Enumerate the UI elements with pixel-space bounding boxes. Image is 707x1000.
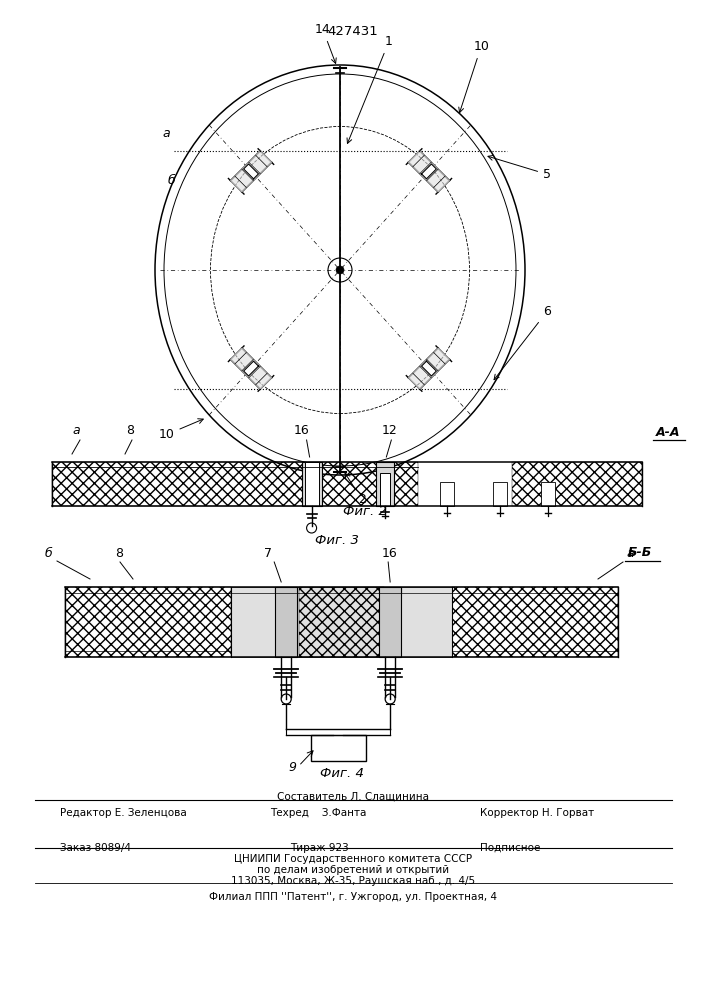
Bar — [376, 462, 395, 506]
Circle shape — [307, 523, 317, 533]
Text: Составитель Л. Слащинина: Составитель Л. Слащинина — [277, 792, 429, 802]
Text: 2: 2 — [345, 473, 366, 506]
Text: 14: 14 — [315, 23, 337, 63]
Bar — [305, 462, 319, 506]
Polygon shape — [409, 151, 450, 192]
Bar — [380, 473, 390, 506]
Circle shape — [336, 266, 344, 274]
Text: б: б — [45, 547, 53, 560]
Text: 16: 16 — [382, 547, 398, 560]
Bar — [275, 587, 297, 593]
Bar — [493, 482, 508, 506]
Polygon shape — [421, 164, 436, 179]
Text: Б-Б: Б-Б — [628, 546, 653, 558]
Bar — [512, 462, 642, 506]
Bar — [379, 587, 401, 593]
Polygon shape — [244, 164, 259, 179]
Bar — [52, 462, 418, 506]
Text: 8: 8 — [126, 424, 134, 437]
Text: а: а — [626, 547, 633, 560]
Polygon shape — [421, 361, 436, 376]
Bar — [440, 482, 455, 506]
Circle shape — [385, 694, 395, 704]
Bar — [65, 587, 231, 657]
Polygon shape — [230, 151, 271, 192]
Bar — [231, 587, 452, 657]
Text: по делам изобретений и открытий: по делам изобретений и открытий — [257, 865, 449, 875]
Text: Редактор Е. Зеленцова: Редактор Е. Зеленцова — [60, 808, 187, 818]
Polygon shape — [409, 348, 450, 389]
Polygon shape — [244, 361, 259, 376]
Text: 16: 16 — [293, 424, 310, 437]
Text: а: а — [163, 127, 170, 140]
Text: 427431: 427431 — [327, 25, 378, 38]
Text: А-А: А-А — [656, 426, 681, 438]
Text: б: б — [168, 174, 176, 187]
Bar — [541, 482, 554, 506]
Text: 6: 6 — [494, 305, 551, 380]
Bar — [310, 735, 366, 761]
Bar — [379, 587, 401, 657]
Text: Фиг. 3: Фиг. 3 — [315, 534, 359, 547]
Text: 9: 9 — [288, 761, 297, 774]
Text: 8: 8 — [115, 547, 123, 560]
Text: Филиал ППП ''Патент'', г. Ужгород, ул. Проектная, 4: Филиал ППП ''Патент'', г. Ужгород, ул. П… — [209, 892, 497, 902]
Text: Подписное: Подписное — [480, 843, 540, 853]
Text: 12: 12 — [381, 424, 397, 437]
Text: Фиг. 2: Фиг. 2 — [343, 505, 387, 518]
Text: Техред    З.Фанта: Техред З.Фанта — [270, 808, 366, 818]
Text: 7: 7 — [264, 547, 272, 560]
Text: а: а — [72, 424, 80, 437]
Text: Тираж 923: Тираж 923 — [290, 843, 349, 853]
Bar — [275, 587, 297, 657]
Text: Фиг. 4: Фиг. 4 — [320, 767, 363, 780]
Text: Корректор Н. Горват: Корректор Н. Горват — [480, 808, 594, 818]
Text: 5: 5 — [488, 155, 551, 181]
Text: 113035, Москва, Ж-35, Раушская наб., д. 4/5: 113035, Москва, Ж-35, Раушская наб., д. … — [231, 876, 475, 886]
Text: Заказ 8089/4: Заказ 8089/4 — [60, 843, 131, 853]
Circle shape — [281, 694, 291, 704]
Bar — [300, 587, 383, 657]
Text: ЦНИИПИ Государственного комитета СССР: ЦНИИПИ Государственного комитета СССР — [234, 854, 472, 864]
Bar — [302, 462, 322, 506]
Text: 10: 10 — [459, 40, 489, 113]
Bar — [452, 587, 618, 657]
Polygon shape — [230, 348, 271, 389]
Text: 10: 10 — [158, 419, 203, 441]
Text: 1: 1 — [347, 35, 393, 143]
